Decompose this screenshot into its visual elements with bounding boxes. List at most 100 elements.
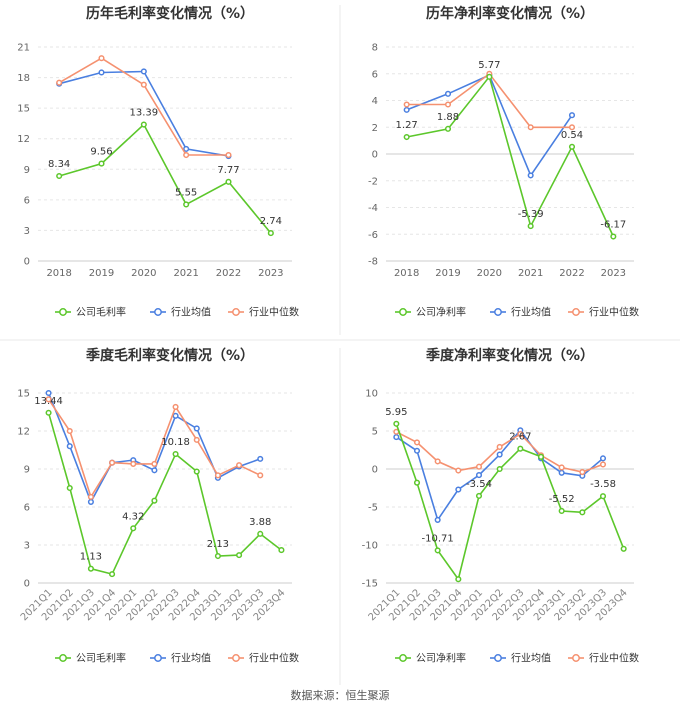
data-point-industry_avg — [496, 451, 503, 458]
legend-marker — [59, 308, 67, 316]
data-point-company — [475, 492, 483, 499]
legend-marker — [59, 654, 67, 662]
data-point-industry_median — [579, 468, 586, 476]
y-tick-label: 6 — [372, 69, 378, 80]
data-point-industry_median — [225, 151, 232, 159]
data-point-company — [87, 565, 94, 572]
y-tick-label: 9 — [24, 465, 30, 476]
legend-item-company[interactable]: 公司毛利率 — [55, 306, 126, 319]
legend-label: 公司净利率 — [416, 652, 466, 665]
data-point-industry_avg — [140, 68, 147, 75]
data-point-industry_avg — [475, 472, 483, 479]
data-point-industry_avg — [257, 455, 264, 462]
data-point-company — [486, 73, 493, 80]
data-point-company — [66, 484, 73, 492]
data-point-company — [537, 453, 545, 460]
data-point-company — [257, 530, 264, 537]
data-point-industry_median — [496, 443, 503, 451]
legend-item-company[interactable]: 公司净利率 — [395, 652, 466, 665]
chart-title: 历年毛利率变化情况（%） — [86, 5, 254, 22]
data-label: 1.13 — [80, 552, 102, 563]
data-point-industry_median — [98, 55, 105, 62]
legend-item-company[interactable]: 公司毛利率 — [55, 652, 126, 665]
series-line-company — [395, 423, 625, 582]
data-point-company — [517, 445, 524, 452]
data-point-industry_median — [455, 467, 462, 474]
data-source-text: 数据来源：恒生聚源 — [291, 688, 390, 702]
data-point-industry_median — [45, 396, 52, 403]
data-label: 5.77 — [478, 60, 500, 71]
data-point-industry_avg — [193, 425, 200, 432]
data-point-company — [140, 121, 147, 128]
data-point-company — [172, 451, 179, 458]
data-point-company — [225, 178, 232, 185]
y-tick-label: 18 — [17, 73, 30, 84]
data-point-industry_median — [517, 430, 524, 438]
legend-label: 行业中位数 — [589, 652, 639, 665]
legend-item-company[interactable]: 公司净利率 — [395, 306, 466, 319]
x-tick-label: 2019 — [435, 268, 460, 279]
x-tick-label: 2019 — [89, 268, 114, 279]
data-point-industry_median — [558, 464, 565, 471]
data-label: 2.74 — [260, 216, 282, 227]
data-point-industry_avg — [172, 412, 179, 419]
legend-label: 行业均值 — [171, 306, 211, 319]
data-point-company — [455, 576, 462, 583]
legend-label: 行业中位数 — [249, 652, 299, 665]
x-tick-label: 2021 — [518, 268, 543, 279]
data-point-company — [393, 420, 400, 427]
y-tick-label: -5 — [368, 503, 378, 514]
data-label: 1.27 — [396, 120, 418, 131]
y-tick-label: 6 — [24, 503, 30, 514]
data-point-industry_avg — [87, 498, 94, 505]
x-tick-label: 2023 — [258, 268, 283, 279]
data-label: -10.71 — [422, 533, 454, 544]
data-point-industry_median — [214, 472, 221, 479]
data-label: 13.39 — [130, 108, 159, 119]
data-point-industry_avg — [455, 486, 462, 493]
y-tick-label: 12 — [17, 134, 30, 145]
data-label: -3.54 — [466, 479, 492, 490]
data-label: 8.34 — [48, 159, 70, 170]
legend-label: 公司净利率 — [416, 306, 466, 319]
data-point-industry_median — [599, 461, 607, 468]
legend-item-industry-avg[interactable]: 行业均值 — [150, 306, 211, 319]
x-tick-label: 2018 — [46, 268, 71, 279]
data-point-industry_avg — [66, 443, 73, 450]
y-tick-label: 21 — [17, 43, 30, 54]
y-tick-label: 4 — [372, 96, 378, 107]
legend-item-industry-median[interactable]: 行业中位数 — [568, 306, 639, 319]
legend-item-industry-avg[interactable]: 行业均值 — [490, 652, 551, 665]
data-point-company — [434, 547, 441, 554]
legend-item-industry-median[interactable]: 行业中位数 — [568, 652, 639, 665]
legend-label: 行业均值 — [171, 652, 211, 665]
chart-title: 季度毛利率变化情况（%） — [85, 347, 254, 364]
data-point-industry_avg — [599, 455, 607, 462]
y-tick-label: 6 — [24, 195, 30, 206]
data-label: 1.88 — [437, 112, 459, 123]
data-point-industry_median — [236, 462, 243, 469]
series-line-industry_avg — [395, 428, 604, 522]
legend-label: 行业均值 — [511, 306, 551, 319]
legend-item-industry-avg[interactable]: 行业均值 — [150, 652, 211, 665]
data-point-company — [267, 230, 274, 237]
data-point-industry_median — [183, 151, 190, 159]
legend-item-industry-median[interactable]: 行业中位数 — [228, 652, 299, 665]
legend-item-industry-median[interactable]: 行业中位数 — [228, 306, 299, 319]
quarterly-gross-margin-chart: 季度毛利率变化情况（%）036912152021Q12021Q22021Q320… — [17, 347, 299, 665]
chart-title: 历年净利率变化情况（%） — [426, 5, 594, 22]
data-point-industry_median — [475, 463, 483, 470]
x-tick-label: 2020 — [131, 268, 156, 279]
y-tick-label: 0 — [372, 465, 378, 476]
legend-label: 行业均值 — [511, 652, 551, 665]
y-tick-label: 12 — [17, 427, 30, 438]
annual-gross-margin-chart: 历年毛利率变化情况（%） 0 3 6 9 12 15 18 21 2018 2019 2020 2021… — [17, 5, 299, 319]
series-line-industry_avg — [406, 74, 573, 178]
legend-item-industry-avg[interactable]: 行业均值 — [490, 306, 551, 319]
x-tick-label: 2022 — [216, 268, 241, 279]
data-point-industry_median — [87, 493, 94, 500]
data-point-company — [413, 479, 421, 486]
data-point-industry_avg — [558, 469, 565, 476]
legend-label: 行业中位数 — [589, 306, 639, 319]
